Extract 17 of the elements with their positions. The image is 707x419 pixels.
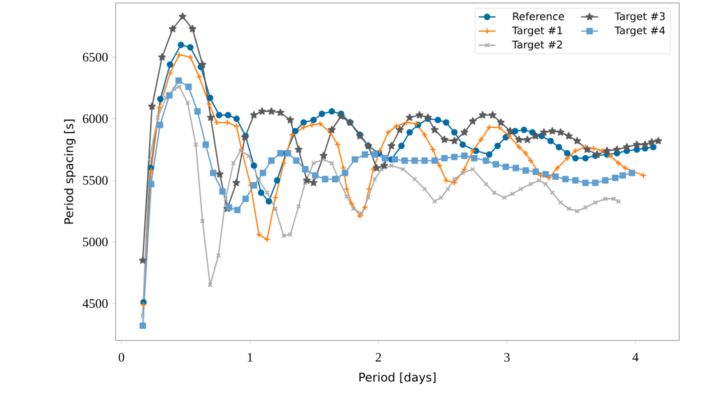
legend-label: Target #3 [614,12,665,22]
y-tick-label: 5000 [83,238,108,246]
legend-label: Target #2 [512,40,562,50]
y-tick-label: 6500 [82,52,108,62]
x-tick-label: 3 [504,352,510,362]
y-axis-title: Period spacing [s] [64,120,76,224]
y-tick-label: 5500 [83,176,108,185]
y-tick-label: 6000 [82,114,108,124]
x-tick-label: 2 [376,352,381,362]
x-tick-label: 1 [248,352,252,362]
y-tick-label: 4500 [82,299,108,308]
x-axis-title: Period [days] [359,372,436,384]
legend-label: Target #4 [614,26,665,36]
legend-label: Reference [513,12,564,20]
x-tick-label: 0 [118,352,124,362]
legend-label: Target #1 [512,26,562,36]
x-tick-label: 4 [632,352,638,362]
